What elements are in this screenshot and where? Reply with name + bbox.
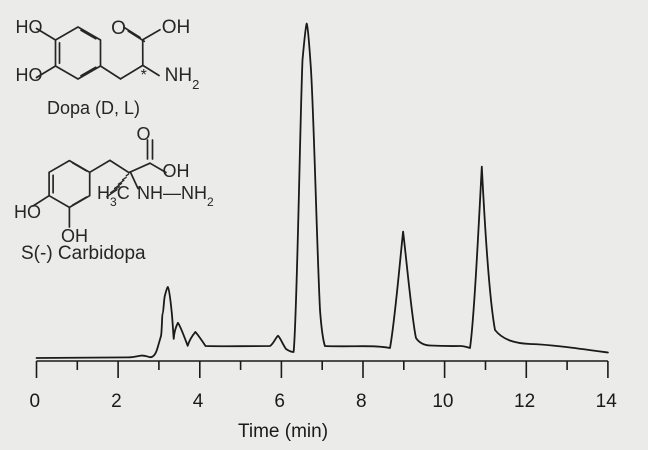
svg-text:6: 6 xyxy=(274,391,285,412)
svg-text:OH: OH xyxy=(163,161,190,181)
svg-text:O: O xyxy=(136,124,150,144)
svg-text:OH: OH xyxy=(162,17,191,38)
svg-text:Time (min): Time (min) xyxy=(238,421,328,442)
svg-text:Dopa (D, L): Dopa (D, L) xyxy=(47,98,140,118)
svg-text:O: O xyxy=(111,18,126,39)
svg-text:2: 2 xyxy=(111,391,122,412)
svg-text:HO: HO xyxy=(14,202,41,222)
svg-text:*: * xyxy=(141,67,147,84)
svg-text:12: 12 xyxy=(514,391,535,412)
svg-text:0: 0 xyxy=(30,391,41,412)
svg-text:HO: HO xyxy=(16,65,43,85)
svg-text:8: 8 xyxy=(356,391,367,412)
svg-text:14: 14 xyxy=(596,391,618,412)
svg-text:HO: HO xyxy=(16,17,43,37)
svg-text:10: 10 xyxy=(432,391,453,412)
svg-text:4: 4 xyxy=(193,391,204,412)
svg-text:S(-) Carbidopa: S(-) Carbidopa xyxy=(21,243,146,264)
